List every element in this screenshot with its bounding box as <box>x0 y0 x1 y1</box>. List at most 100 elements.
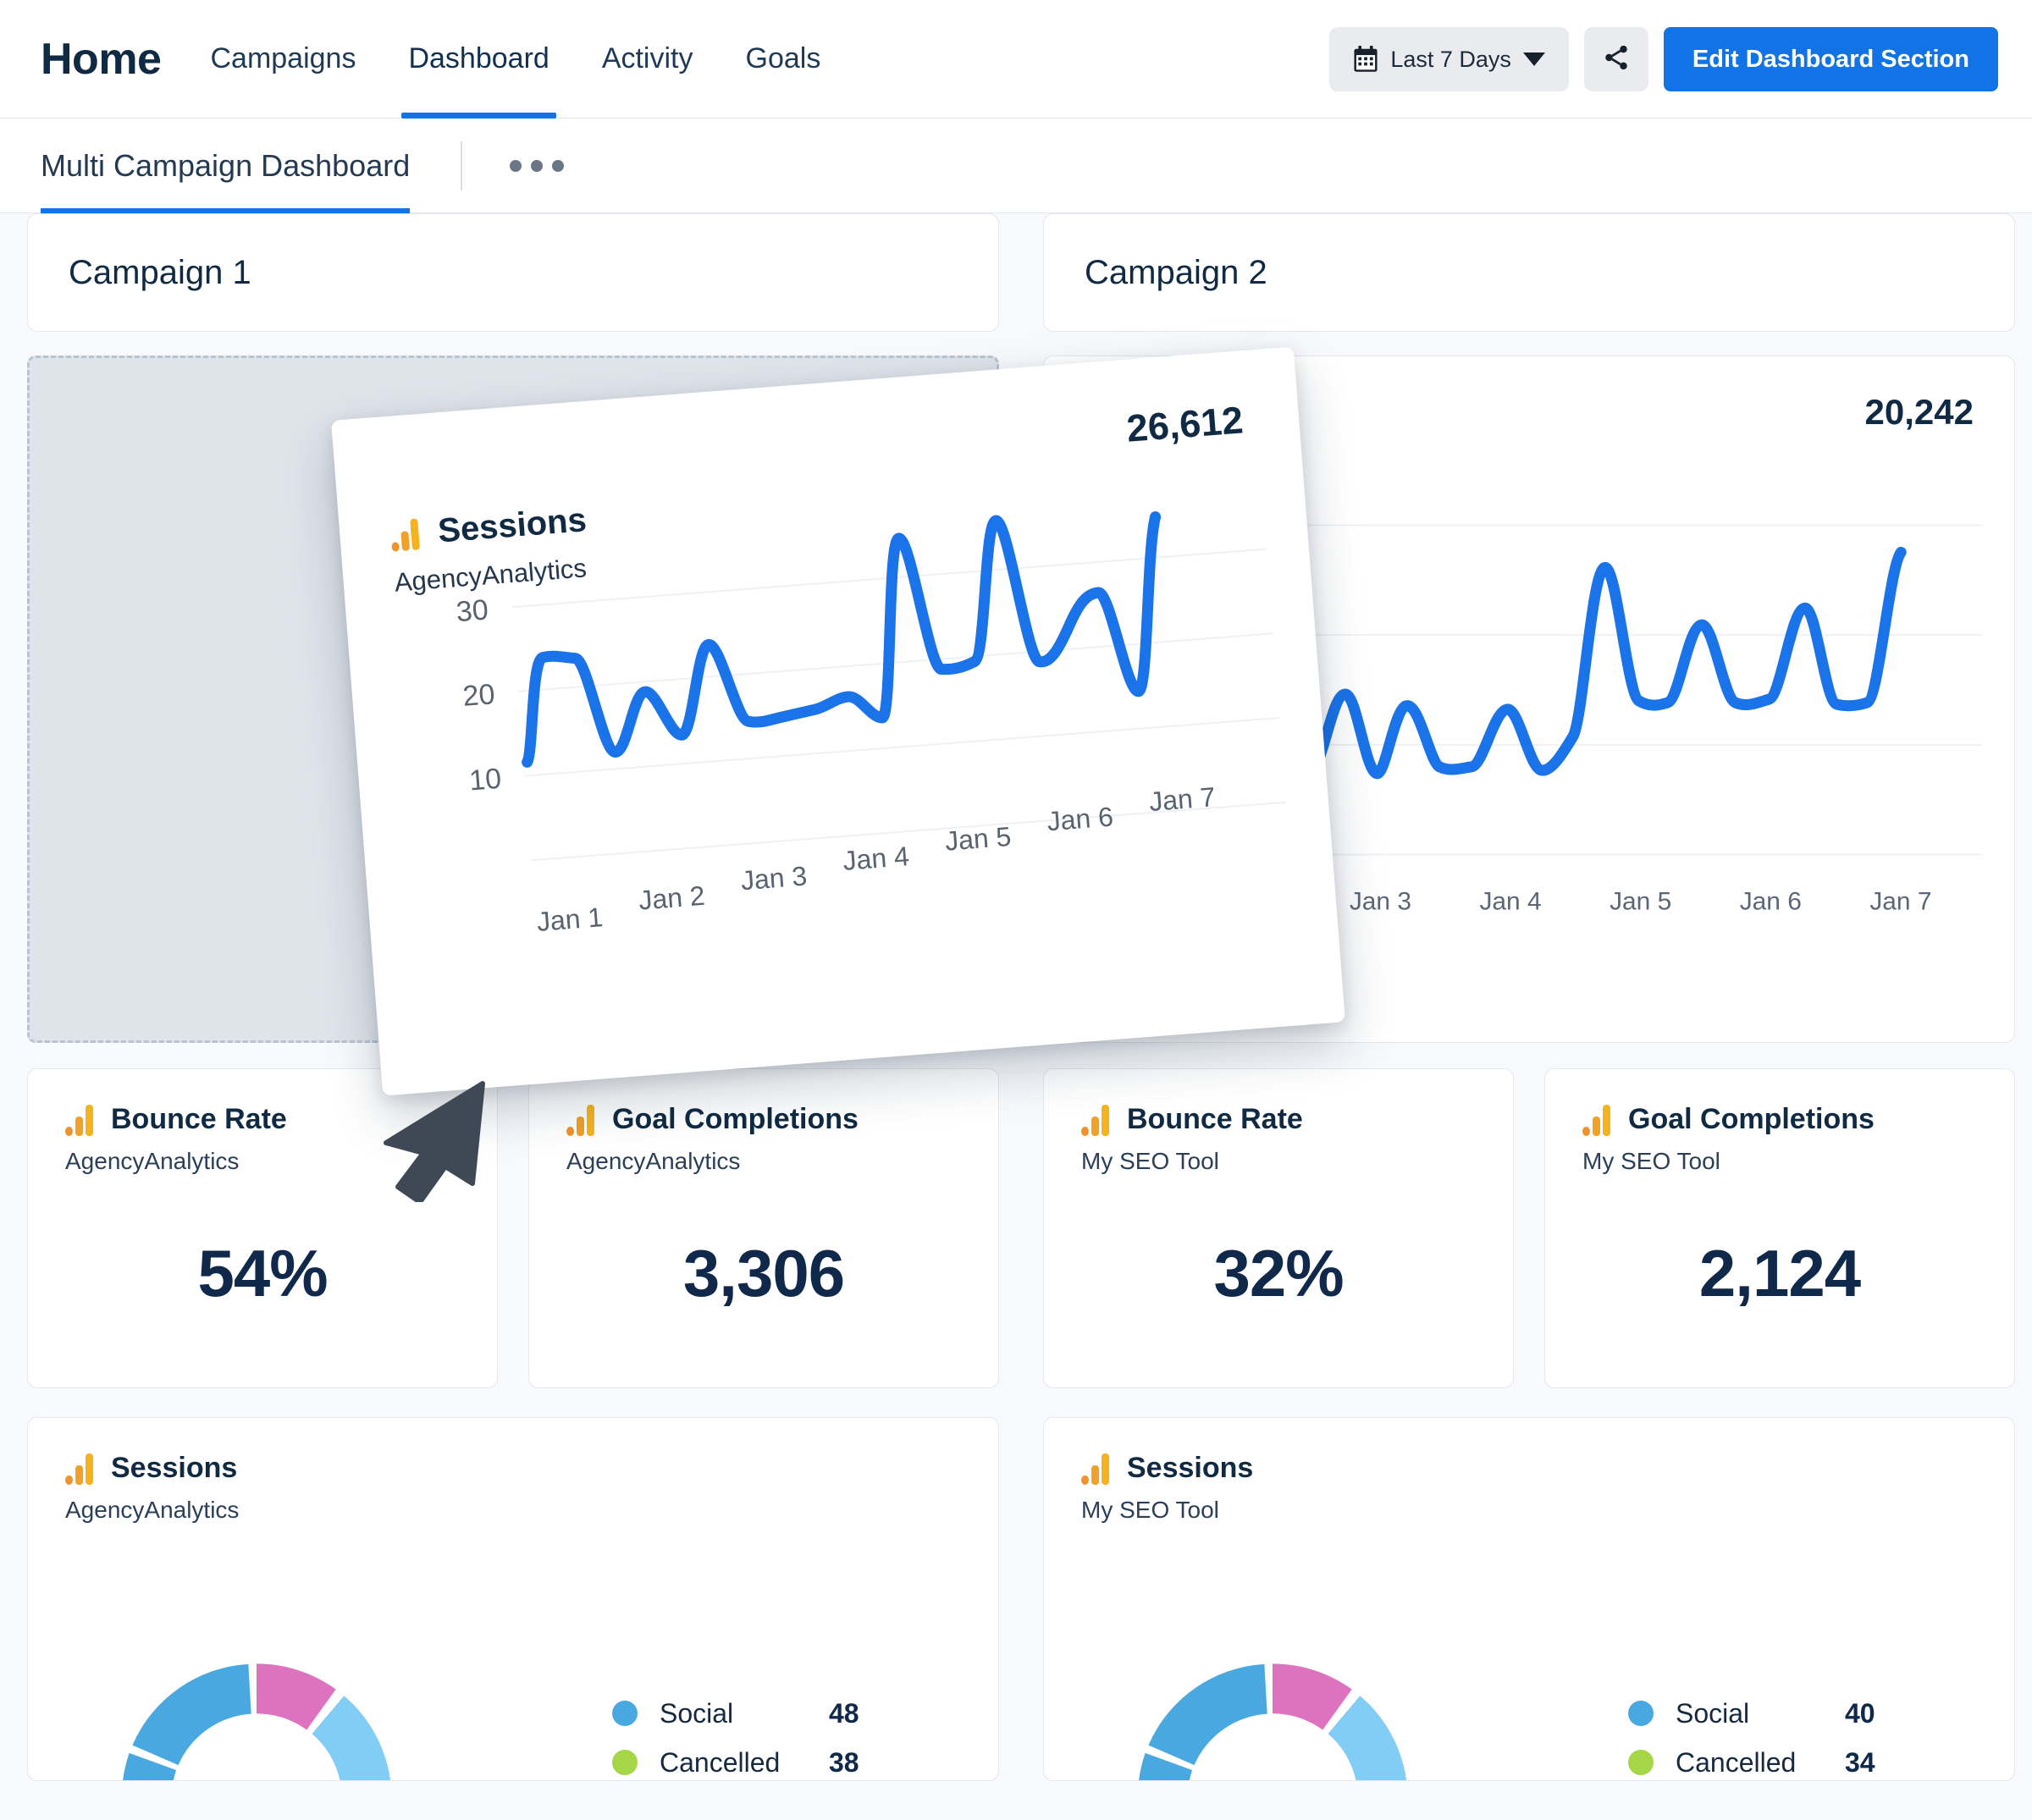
metric-source: My SEO Tool <box>1081 1148 1219 1174</box>
chevron-down-icon <box>1522 52 1545 66</box>
main-nav: Campaigns Dashboard Activity Goals <box>210 0 873 119</box>
campaign-1-header-card[interactable]: Campaign 1 <box>27 213 999 332</box>
svg-text:20: 20 <box>461 678 496 713</box>
legend-label: Social <box>660 1697 734 1729</box>
legend-color-dot <box>1628 1750 1654 1775</box>
metric-row-left: Bounce Rate AgencyAnalytics 54% Goal Com… <box>27 1068 999 1388</box>
metric-card-goal-completions[interactable]: Goal Completions AgencyAnalytics 3,306 <box>528 1068 999 1388</box>
donut-source: My SEO Tool <box>1081 1497 1219 1523</box>
metric-title: Bounce Rate <box>1127 1103 1303 1135</box>
metric-card-goal-completions[interactable]: Goal Completions My SEO Tool 2,124 <box>1544 1068 2015 1388</box>
nav-label: Activity <box>601 42 693 74</box>
tab-label: Multi Campaign Dashboard <box>41 147 411 183</box>
metric-title: Bounce Rate <box>111 1103 287 1135</box>
donut-legend-left: Social 48 Cancelled 38 <box>612 1689 859 1780</box>
metric-source: AgencyAnalytics <box>566 1148 741 1174</box>
metric-title: Goal Completions <box>1628 1103 1875 1135</box>
svg-text:10: 10 <box>468 763 503 797</box>
metric-source: My SEO Tool <box>1582 1148 1720 1174</box>
legend-color-dot <box>612 1701 638 1726</box>
metric-row-right: Bounce Rate My SEO Tool 32% Goal Complet… <box>1043 1068 2015 1388</box>
edit-dashboard-section-button[interactable]: Edit Dashboard Section <box>1663 27 1998 91</box>
campaign-2-header-card[interactable]: Campaign 2 <box>1043 213 2015 332</box>
donut-chart <box>79 1621 434 1780</box>
svg-text:Jan 7: Jan 7 <box>1869 887 1931 915</box>
ellipsis-icon[interactable] <box>510 119 565 213</box>
legend-item[interactable]: Social 48 <box>612 1689 859 1738</box>
donut-chart <box>1095 1621 1450 1780</box>
nav-item-dashboard[interactable]: Dashboard <box>401 0 557 119</box>
legend-value: 34 <box>1845 1746 1875 1778</box>
nav-item-goals[interactable]: Goals <box>746 0 821 119</box>
metric-header: Bounce Rate <box>65 1103 460 1136</box>
mouse-pointer-icon <box>354 1075 506 1206</box>
nav-item-campaigns[interactable]: Campaigns <box>210 0 356 119</box>
donut-card-sessions-right[interactable]: Sessions My SEO Tool <box>1043 1417 2015 1781</box>
svg-text:Jan 2: Jan 2 <box>638 880 706 916</box>
metric-value: 54% <box>197 1236 328 1310</box>
campaign-column-right: Campaign 2 20,242 Jan 7 Jan 6 Jan 5 <box>1043 213 2015 1781</box>
metric-header: Goal Completions <box>1582 1103 1977 1136</box>
svg-text:Jan 1: Jan 1 <box>536 902 605 937</box>
google-analytics-icon <box>566 1104 595 1136</box>
google-analytics-icon <box>1582 1104 1611 1136</box>
google-analytics-icon <box>65 1104 94 1136</box>
tab-multi-campaign-dashboard[interactable]: Multi Campaign Dashboard <box>41 119 411 213</box>
donut-header: Sessions <box>65 1452 961 1485</box>
nav-label: Campaigns <box>210 42 356 74</box>
svg-text:Jan 4: Jan 4 <box>842 841 910 876</box>
legend-value: 40 <box>1845 1697 1875 1729</box>
campaign-title: Campaign 1 <box>69 253 251 291</box>
svg-text:Jan 5: Jan 5 <box>944 821 1013 857</box>
metric-value: 2,124 <box>1698 1236 1861 1310</box>
divider <box>461 141 463 190</box>
top-header: Home Campaigns Dashboard Activity Goals <box>0 0 2032 119</box>
header-actions: Last 7 Days Edit Dashboard Section <box>1329 0 1998 119</box>
legend-value: 48 <box>829 1697 859 1729</box>
nav-label: Dashboard <box>408 42 549 74</box>
metric-source: AgencyAnalytics <box>65 1148 240 1174</box>
google-analytics-icon <box>65 1453 94 1485</box>
svg-text:Jan 6: Jan 6 <box>1740 887 1802 915</box>
svg-text:Jan 6: Jan 6 <box>1046 801 1114 836</box>
metric-card-bounce-rate[interactable]: Bounce Rate My SEO Tool 32% <box>1043 1068 1514 1388</box>
svg-text:Jan 3: Jan 3 <box>1350 887 1411 915</box>
page-title: Home <box>41 34 162 84</box>
svg-text:Jan 7: Jan 7 <box>1148 781 1217 817</box>
line-chart-axis-labels: Jan 7 Jan 6 Jan 5 Jan 4 Jan 3 <box>1350 887 1932 915</box>
donut-card-sessions-left[interactable]: Sessions AgencyAnalytics <box>27 1417 999 1781</box>
campaign-title: Campaign 2 <box>1085 253 1267 291</box>
google-analytics-icon <box>1081 1453 1110 1485</box>
dragged-line-chart: 30 20 10 Jan 1 Jan 2 Jan 3 Jan 4 Jan 5 J… <box>456 511 1286 937</box>
donut-header: Sessions <box>1081 1452 1977 1485</box>
share-button[interactable] <box>1583 27 1648 91</box>
metric-title: Goal Completions <box>612 1103 859 1135</box>
share-icon <box>1602 43 1631 76</box>
metric-header: Goal Completions <box>566 1103 961 1136</box>
nav-item-activity[interactable]: Activity <box>602 0 693 119</box>
metric-header: Bounce Rate <box>1081 1103 1476 1136</box>
svg-text:30: 30 <box>456 593 490 628</box>
metric-value: 3,306 <box>682 1236 845 1310</box>
chart-total-value: 20,242 <box>1864 392 1974 432</box>
legend-label: Cancelled <box>1676 1746 1797 1778</box>
donut-title: Sessions <box>111 1452 238 1484</box>
sub-header: Multi Campaign Dashboard <box>0 119 2032 213</box>
svg-text:Jan 3: Jan 3 <box>740 860 809 896</box>
legend-color-dot <box>1628 1701 1654 1726</box>
google-analytics-icon <box>1081 1104 1110 1136</box>
date-range-picker[interactable]: Last 7 Days <box>1329 27 1569 91</box>
svg-text:Jan 4: Jan 4 <box>1479 887 1541 915</box>
donut-legend-right: Social 40 Cancelled 34 <box>1628 1689 1875 1780</box>
legend-item[interactable]: Cancelled 38 <box>612 1738 859 1780</box>
metric-card-bounce-rate[interactable]: Bounce Rate AgencyAnalytics 54% <box>27 1068 498 1388</box>
donut-source: AgencyAnalytics <box>65 1497 240 1523</box>
dragged-widget-card[interactable]: 26,612 Sessions AgencyAnalytics 30 20 10… <box>330 346 1346 1096</box>
legend-label: Cancelled <box>660 1746 781 1778</box>
legend-value: 38 <box>829 1746 859 1778</box>
legend-item[interactable]: Social 40 <box>1628 1689 1875 1738</box>
svg-text:Jan 5: Jan 5 <box>1610 887 1671 915</box>
legend-item[interactable]: Cancelled 34 <box>1628 1738 1875 1780</box>
legend-label: Social <box>1676 1697 1750 1729</box>
